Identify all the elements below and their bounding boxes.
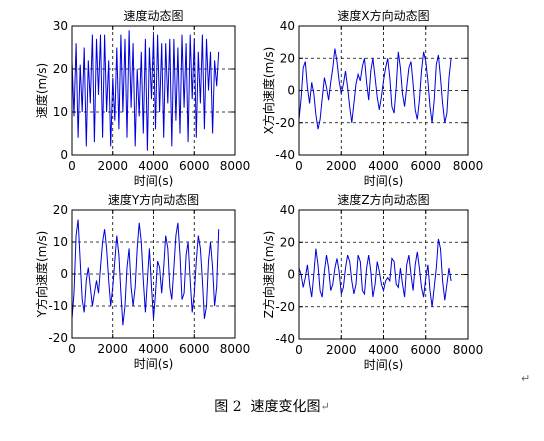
speed-x-x-tick-label: 2000 <box>326 159 357 173</box>
speed-x-x-tick-label: 8000 <box>453 159 484 173</box>
speed-y-series-line <box>71 219 220 326</box>
speed-z-x-tick-label: 6000 <box>410 343 441 357</box>
speed-x-tick-label: 4000 <box>138 159 169 173</box>
speed-z-y-tick-label: 0 <box>287 268 295 282</box>
speed-y-x-axis-label: 时间(s) <box>134 357 174 371</box>
speed-z-chart-title: 速度Z方向动态图 <box>337 192 429 207</box>
speed-x-x-tick-label: 4000 <box>368 159 399 173</box>
speed-x-x-axis-label: 时间(s) <box>364 174 404 188</box>
caption-text: 速度变化图 <box>250 399 321 415</box>
speed-z-y-axis-label: Z方向速度(m/s) <box>261 231 276 319</box>
speed-y-tick-label: 10 <box>53 105 68 119</box>
speed-y-x-tick-label: 4000 <box>138 342 169 356</box>
paragraph-mark-right: ↵ <box>521 372 531 385</box>
speed-x-y-tick-label: -20 <box>275 116 295 130</box>
speed-z-y-tick-label: 40 <box>280 203 295 217</box>
speed-x-tick-label: 0 <box>68 159 76 173</box>
speed-y-y-tick-label: 20 <box>53 203 68 217</box>
speed-z-series-line <box>298 238 452 307</box>
speed-x-y-tick-label: -40 <box>275 148 295 162</box>
speed-x-chart: 0 2000 4000 6000 8000 -40 -20 0 20 40 速度X方向动态图时间(s… <box>261 8 483 188</box>
speed-y-x-tick-label: 2000 <box>97 342 128 356</box>
speed-y-y-axis-label: Y方向速度(m/s) <box>34 231 49 319</box>
paragraph-mark-caption: ↵ <box>320 399 330 413</box>
speed-x-x-tick-label: 0 <box>295 159 303 173</box>
speed-x-y-axis-label: X方向速度(m/s) <box>261 47 276 135</box>
speed-z-x-axis-label: 时间(s) <box>364 358 404 372</box>
speed-y-axis-label: 速度(m/s) <box>34 63 49 118</box>
speed-y-x-tick-label: 8000 <box>220 342 251 356</box>
speed-chart-title: 速度动态图 <box>123 8 183 23</box>
speed-x-y-tick-label: 0 <box>287 84 295 98</box>
speed-y-tick-label: 20 <box>53 62 68 76</box>
speed-x-x-tick-label: 6000 <box>410 159 441 173</box>
speed-y-x-tick-label: 0 <box>68 342 76 356</box>
speed-z-x-tick-label: 8000 <box>453 343 484 357</box>
speed-y-y-tick-label: -10 <box>48 299 68 313</box>
speed-x-tick-label: 2000 <box>97 159 128 173</box>
speed-x-axis-label: 时间(s) <box>134 174 174 188</box>
speed-z-chart: 0 2000 4000 6000 8000 -40 -20 0 20 40 速度Z方向动态图时间(s… <box>261 192 483 372</box>
speed-z-y-tick-label: 20 <box>280 235 295 249</box>
speed-x-series-line <box>298 48 452 130</box>
speed-x-chart-title: 速度X方向动态图 <box>337 8 429 23</box>
speed-y-x-tick-label: 6000 <box>179 342 210 356</box>
speed-y-chart-title: 速度Y方向动态图 <box>108 192 199 207</box>
speed-x-tick-label: 6000 <box>179 159 210 173</box>
caption-number: 图 2 <box>214 399 242 415</box>
figure-caption: 图 2 速度变化图 ↵ <box>0 394 544 418</box>
speed-y-y-tick-label: 0 <box>60 267 68 281</box>
speed-z-y-tick-label: -20 <box>275 300 295 314</box>
speed-y-tick-label: 0 <box>60 148 68 162</box>
speed-z-x-tick-label: 4000 <box>368 343 399 357</box>
speed-x-tick-label: 8000 <box>220 159 251 173</box>
speed-y-y-tick-label: -20 <box>48 331 68 345</box>
speed-y-y-tick-label: 10 <box>53 235 68 249</box>
speed-z-y-tick-label: -40 <box>275 332 295 346</box>
speed-z-x-tick-label: 2000 <box>326 343 357 357</box>
speed-y-tick-label: 30 <box>53 19 68 33</box>
speed-x-y-tick-label: 40 <box>280 19 295 33</box>
speed-y-chart: 0 2000 4000 6000 8000 -20 -10 0 10 20 速度Y方向动态图时间(s… <box>34 192 250 371</box>
speed-series-line <box>71 30 220 151</box>
speed-x-y-tick-label: 20 <box>280 51 295 65</box>
speed-z-x-tick-label: 0 <box>295 343 303 357</box>
